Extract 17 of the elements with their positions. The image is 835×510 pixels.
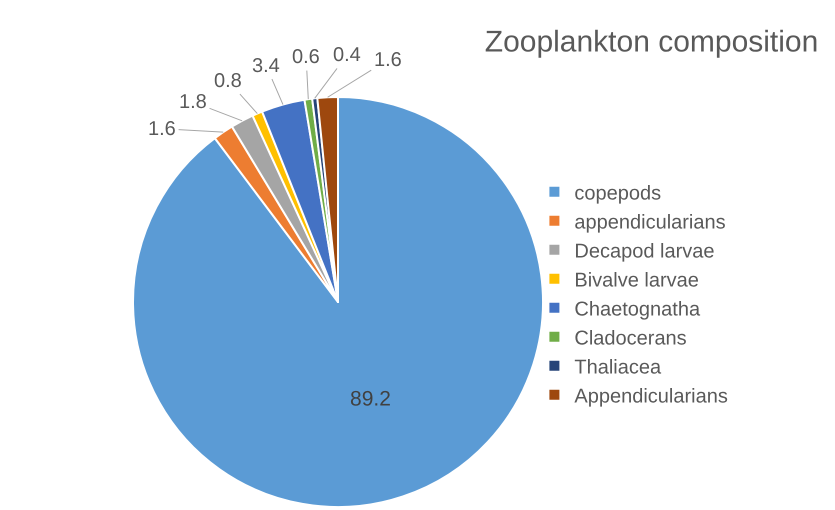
data-label: 0.8 [214,70,242,92]
data-label: 1.6 [374,49,402,71]
data-label: 89.2 [350,388,391,411]
data-label: 1.8 [179,91,207,113]
chart-title: Zooplankton composition [484,25,818,58]
data-label: 1.6 [148,118,176,140]
legend-label: Chaetognatha [574,298,701,321]
data-label: 3.4 [252,55,280,77]
legend-label: Appendicularians [574,386,728,408]
legend-label: appendicularians [574,212,726,234]
legend-label: Thaliacea [574,356,662,379]
data-label: 0.6 [292,46,320,68]
legend-label: copepods [574,182,662,205]
legend-label: Bivalve larvae [574,270,699,292]
legend-label: Cladocerans [574,328,687,350]
legend-label: Decapod larvae [574,240,714,263]
data-label: 0.4 [333,44,361,66]
